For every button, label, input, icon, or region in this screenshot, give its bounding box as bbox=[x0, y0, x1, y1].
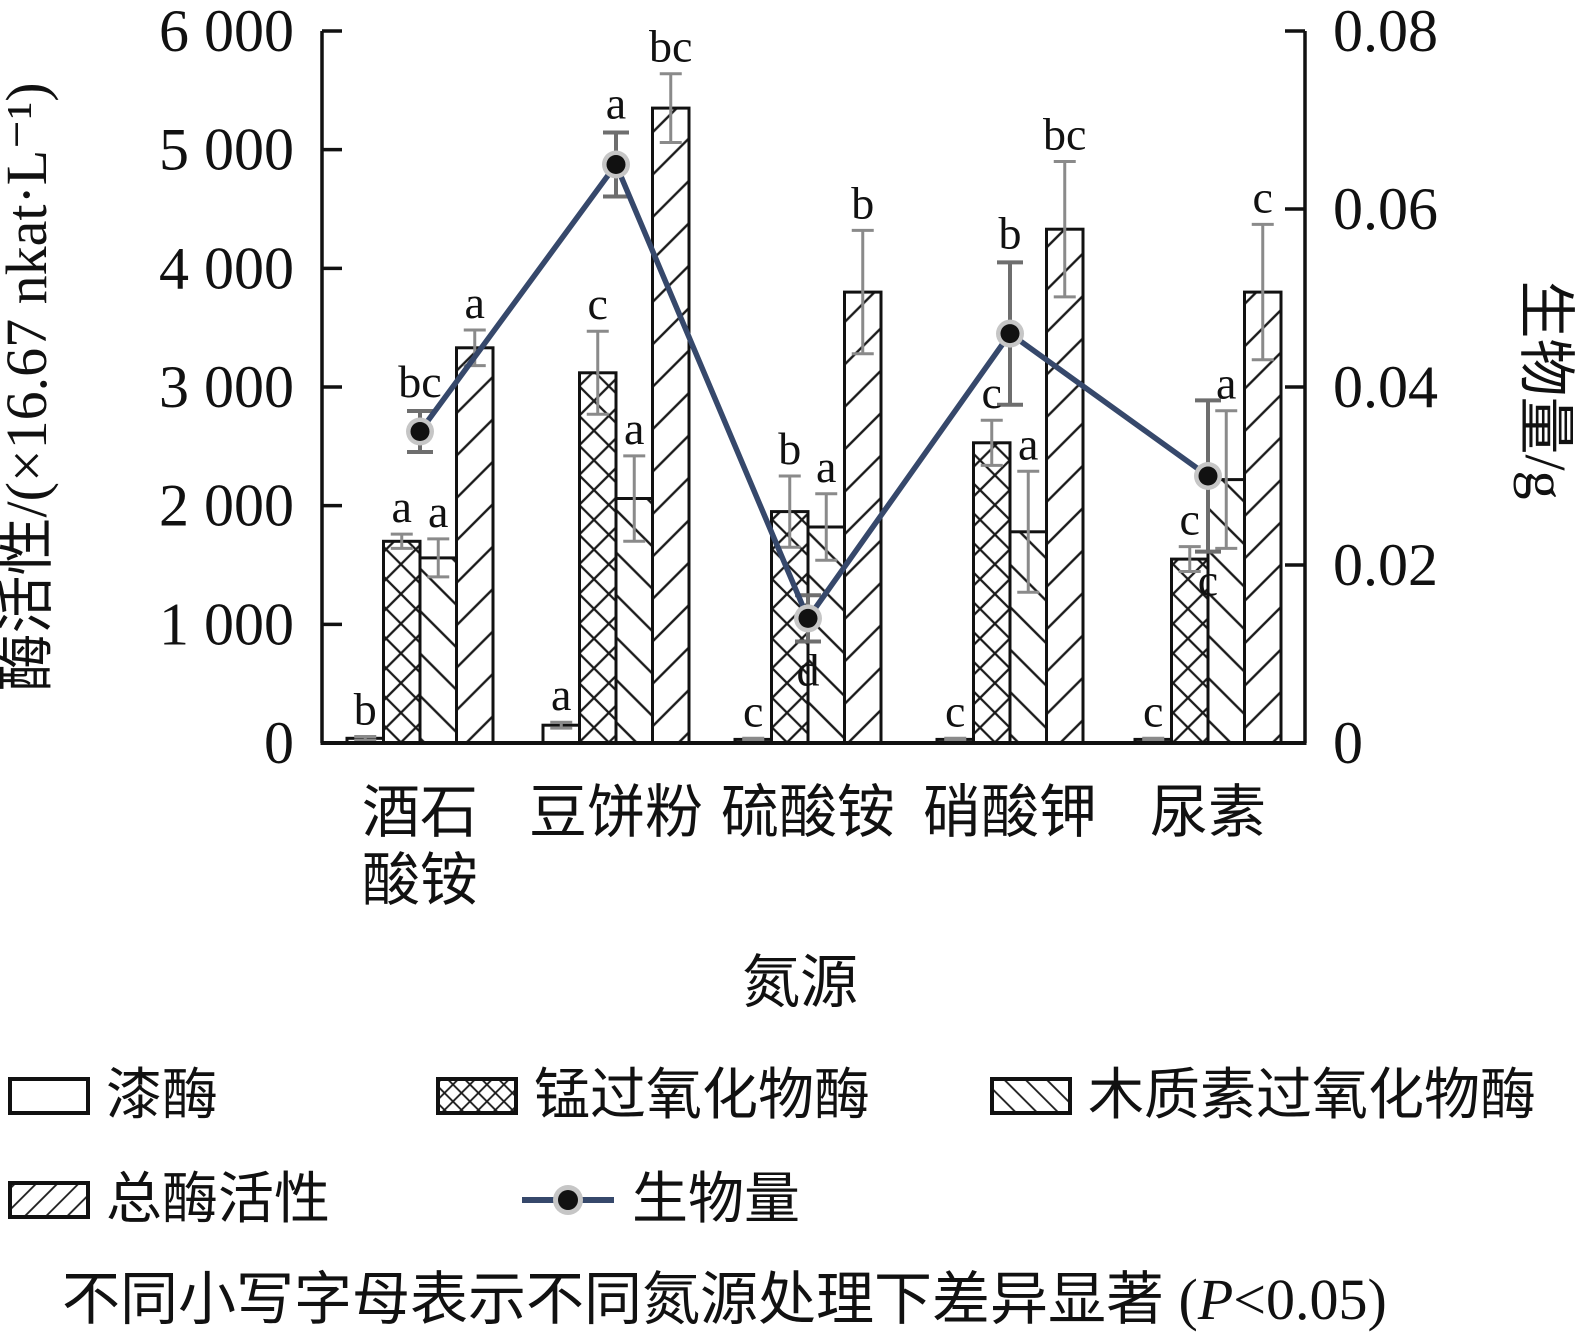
category-label: 尿素 bbox=[1150, 780, 1266, 845]
significance-letter: c bbox=[743, 685, 763, 736]
legend-label: 总酶活性 bbox=[106, 1172, 330, 1228]
biomass-significance-letter: d bbox=[797, 645, 820, 696]
significance-letter: b bbox=[354, 684, 377, 735]
significance-letter: c bbox=[588, 278, 608, 329]
significance-letter: c bbox=[982, 367, 1002, 418]
x-axis-title: 氮源 bbox=[742, 950, 858, 1015]
footnote-suffix: <0.05) bbox=[1233, 1267, 1387, 1332]
significance-letter: c bbox=[945, 685, 965, 736]
bar bbox=[653, 108, 690, 743]
legend-item-mnp: 锰过氧化物酶 bbox=[436, 1068, 870, 1124]
legend-label: 漆酶 bbox=[106, 1068, 218, 1124]
legend-item-lip: 木质素过氧化物酶 bbox=[990, 1068, 1536, 1124]
left-axis-title: 酶活性/(×16.67 nkat·L⁻¹) bbox=[0, 82, 59, 691]
bar bbox=[457, 348, 494, 743]
legend-row-2: 总酶活性 生物量 bbox=[0, 1172, 800, 1228]
category-label: 硝酸钾 bbox=[923, 780, 1097, 845]
significance-letter: a bbox=[816, 441, 836, 492]
category-label: 豆饼粉 bbox=[529, 780, 703, 845]
significance-letter: c bbox=[1143, 685, 1163, 736]
bar bbox=[1047, 229, 1084, 743]
legend-item-laccase: 漆酶 bbox=[8, 1068, 218, 1124]
left-axis-tick-label: 3 000 bbox=[159, 354, 294, 420]
left-axis-tick-label: 0 bbox=[264, 710, 294, 776]
significance-letter: a bbox=[392, 481, 412, 532]
bar bbox=[384, 541, 421, 743]
footnote-p-symbol: P bbox=[1198, 1267, 1233, 1332]
laccase-swatch-icon bbox=[8, 1076, 90, 1116]
left-axis-tick-label: 5 000 bbox=[159, 117, 294, 183]
significance-letter: a bbox=[1018, 418, 1038, 469]
significance-letter: bc bbox=[649, 21, 692, 72]
right-axis-title: 生物量/g bbox=[1513, 280, 1575, 499]
figure-canvas: bacccacbccaaaaaabcbbccbcadbc 01 0002 000… bbox=[0, 0, 1575, 1337]
right-axis-tick-label: 0.06 bbox=[1333, 176, 1438, 242]
significance-letter: b bbox=[851, 177, 874, 228]
category-label: 硫酸铵 bbox=[721, 780, 895, 845]
bar bbox=[580, 373, 617, 743]
legend-row-1: 漆酶 锰过氧化物酶 木质素过氧化物酶 bbox=[0, 1068, 1536, 1124]
right-axis-tick-label: 0 bbox=[1333, 710, 1363, 776]
legend-label: 木质素过氧化物酶 bbox=[1088, 1068, 1536, 1124]
significance-letter: a bbox=[465, 277, 485, 328]
biomass-point bbox=[1199, 467, 1218, 486]
biomass-significance-letter: c bbox=[1198, 555, 1218, 606]
bar bbox=[845, 292, 882, 743]
legend-item-biomass: 生物量 bbox=[520, 1172, 800, 1228]
lip-swatch-icon bbox=[990, 1076, 1072, 1116]
category-labels-layer: 酒石酸铵豆饼粉硫酸铵硝酸钾尿素 bbox=[362, 780, 1266, 913]
significance-footnote: 不同小写字母表示不同氮源处理下差异显著 (P<0.05) bbox=[62, 1252, 1387, 1336]
significance-letter: a bbox=[551, 669, 571, 720]
total-swatch-icon bbox=[8, 1180, 90, 1220]
significance-letter: c bbox=[1180, 494, 1200, 545]
left-axis-tick-label: 6 000 bbox=[159, 0, 294, 64]
biomass-point bbox=[1001, 324, 1020, 343]
legend-label: 锰过氧化物酶 bbox=[534, 1068, 870, 1124]
legend-item-total: 总酶活性 bbox=[8, 1172, 330, 1228]
right-axis-tick-label: 0.02 bbox=[1333, 532, 1438, 598]
significance-letter: a bbox=[428, 486, 448, 537]
category-label: 酸铵 bbox=[362, 848, 478, 913]
biomass-line-marker-icon bbox=[520, 1178, 616, 1222]
significance-letter: b bbox=[778, 423, 801, 474]
biomass-significance-letter: bc bbox=[398, 356, 441, 407]
left-axis-tick-label: 2 000 bbox=[159, 473, 294, 539]
category-label: 酒石 bbox=[362, 780, 478, 845]
left-axis-tick-label: 4 000 bbox=[159, 235, 294, 301]
significance-letter: c bbox=[1253, 171, 1273, 222]
bar bbox=[974, 443, 1011, 743]
footnote-prefix: 不同小写字母表示不同氮源处理下差异显著 ( bbox=[62, 1267, 1198, 1332]
bar bbox=[420, 558, 457, 743]
significance-letter: bc bbox=[1043, 109, 1086, 160]
biomass-significance-letter: a bbox=[606, 78, 626, 129]
chart: bacccacbccaaaaaabcbbccbcadbc 01 0002 000… bbox=[0, 0, 1575, 1040]
significance-letter: a bbox=[624, 403, 644, 454]
significance-letter: a bbox=[1216, 358, 1236, 409]
legend-label: 生物量 bbox=[632, 1172, 800, 1228]
biomass-point bbox=[411, 422, 430, 441]
biomass-significance-letter: b bbox=[999, 207, 1022, 258]
biomass-point bbox=[799, 609, 818, 628]
left-axis-tick-label: 1 000 bbox=[159, 591, 294, 657]
biomass-point bbox=[607, 155, 626, 174]
right-axis-tick-label: 0.08 bbox=[1333, 0, 1438, 64]
right-axis-tick-label: 0.04 bbox=[1333, 354, 1438, 420]
mnp-swatch-icon bbox=[436, 1076, 518, 1116]
